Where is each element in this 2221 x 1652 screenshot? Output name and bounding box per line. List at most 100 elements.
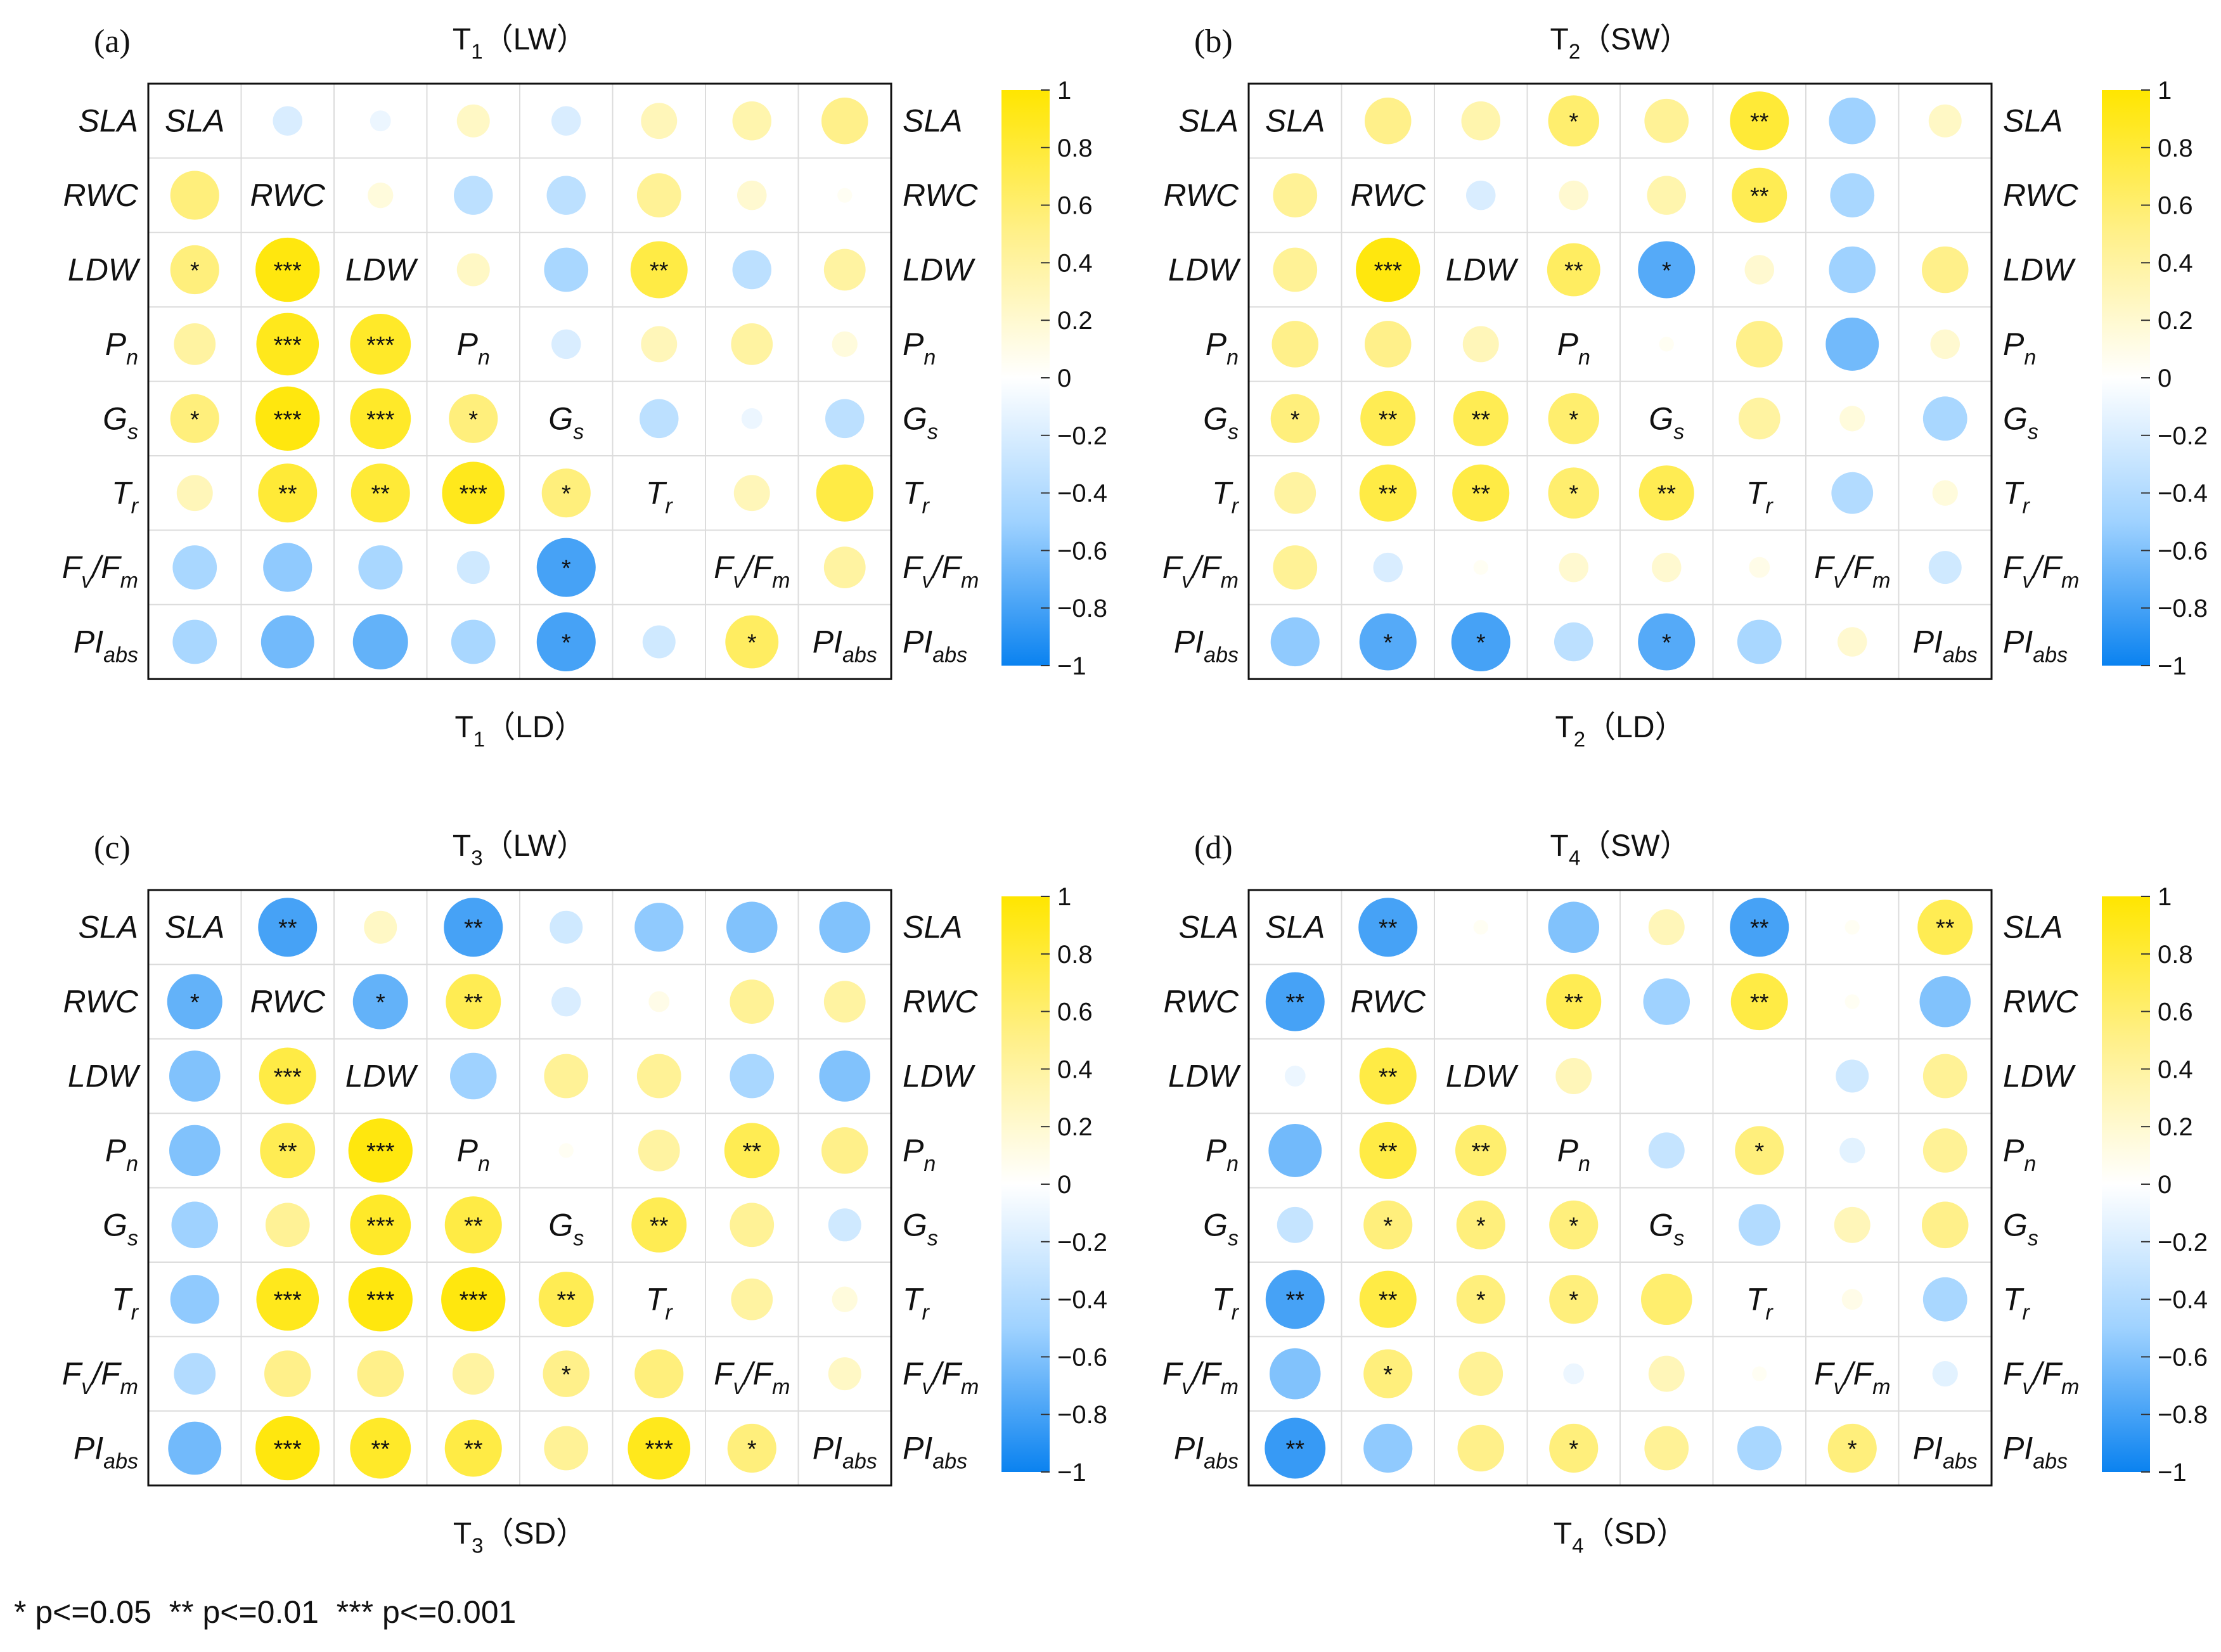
correlation-dot — [1265, 1270, 1325, 1329]
correlation-dot — [255, 237, 320, 302]
colorbar-tick-label: 0.4 — [1057, 249, 1093, 277]
significance-stars: *** — [366, 1213, 395, 1239]
significance-stars: * — [1476, 1287, 1486, 1314]
row-label-left: SLA — [78, 103, 138, 139]
correlation-dot — [456, 104, 490, 138]
diagonal-label: Tr — [646, 1282, 674, 1325]
correlation-dot — [1270, 617, 1320, 667]
correlation-dot — [631, 1197, 687, 1253]
panel-top-title: T1（LW） — [453, 23, 587, 63]
significance-stars: * — [190, 258, 200, 285]
correlation-dot — [737, 180, 767, 210]
correlation-dot — [1638, 241, 1696, 299]
correlation-dot — [641, 103, 678, 139]
correlation-dot — [1555, 1058, 1592, 1094]
diagonal-label: LDW — [345, 1059, 419, 1094]
correlation-dot — [452, 1353, 494, 1395]
grid — [148, 890, 891, 1486]
correlation-dot — [169, 1125, 221, 1177]
grid — [148, 84, 891, 680]
significance-stars: * — [1569, 109, 1578, 136]
correlation-dot — [636, 173, 681, 217]
row-label-right: LDW — [903, 1059, 976, 1094]
diagonal-label: PIabs — [1913, 624, 1978, 668]
correlation-dot — [260, 1123, 316, 1178]
correlation-dot — [1359, 1047, 1417, 1105]
row-label-right: Pn — [903, 326, 936, 370]
correlation-dot — [449, 1052, 497, 1100]
correlation-dot — [726, 901, 778, 953]
correlation-dot — [1273, 545, 1318, 590]
correlation-dot — [352, 614, 408, 670]
colorbar: 1 0.8 0.6 0.4 0.2 0 −0.2 −0.4 −0.6 −0.8 −1 — [1001, 883, 1107, 1487]
significance-stars: * — [747, 630, 757, 657]
significance-stars: ** — [1936, 915, 1955, 942]
colorbar-tick-label: 0 — [1057, 1171, 1071, 1199]
correlation-dot — [730, 1203, 775, 1248]
significance-stars: *** — [274, 1436, 302, 1463]
correlation-dot — [350, 388, 411, 449]
significance-stars: * — [1476, 630, 1486, 657]
correlation-dot — [171, 1201, 219, 1249]
correlation-dot — [1268, 1123, 1322, 1177]
significance-stars: * — [1662, 258, 1671, 285]
row-label-left: RWC — [63, 984, 138, 1019]
correlation-dot — [724, 1123, 780, 1178]
correlation-dot — [1559, 552, 1589, 583]
correlation-dot — [1735, 1126, 1784, 1175]
row-label-left: Fv/Fm — [1162, 550, 1239, 593]
row-label-left: Pn — [1206, 1133, 1239, 1176]
row-label-left: LDW — [68, 252, 141, 288]
correlation-dot — [630, 241, 688, 299]
significance-stars: ** — [1379, 1139, 1398, 1165]
colorbar-tick-label: −0.4 — [2158, 1286, 2208, 1314]
correlation-dot — [1638, 465, 1694, 521]
correlation-dot — [639, 399, 679, 439]
correlation-dot — [1548, 467, 1600, 519]
diagonal-label: Gs — [548, 1207, 584, 1250]
row-label-left: Tr — [112, 1282, 139, 1325]
correlation-dot — [1277, 1206, 1313, 1243]
significance-stars: ** — [278, 481, 297, 508]
correlation-dot — [1479, 1000, 1483, 1004]
row-label-left: PIabs — [74, 1431, 138, 1474]
colorbar-tick-label: 0.8 — [1057, 134, 1093, 162]
row-label-right: RWC — [903, 177, 978, 213]
correlation-dot — [1737, 619, 1782, 664]
correlation-dot — [258, 463, 318, 523]
significance-stars: ** — [371, 1436, 390, 1463]
panel-letter: (b) — [1194, 23, 1233, 60]
row-label-left: SLA — [1178, 103, 1239, 139]
correlation-dot — [451, 619, 496, 664]
correlation-dot — [348, 1267, 413, 1332]
row-label-left: Gs — [1203, 1207, 1239, 1250]
correlation-dot — [1458, 1352, 1503, 1396]
row-label-left: Tr — [112, 475, 139, 519]
row-label-right: Tr — [903, 475, 930, 519]
correlation-dot — [1839, 406, 1865, 432]
colorbar-tick-label: −0.4 — [2158, 480, 2208, 508]
correlation-dot — [1928, 551, 1962, 584]
correlation-dot — [1373, 552, 1403, 583]
diagonal-label: LDW — [1446, 1059, 1519, 1094]
significance-stars: ** — [1471, 481, 1490, 508]
colorbar: 1 0.8 0.6 0.4 0.2 0 −0.2 −0.4 −0.6 −0.8 −1 — [2102, 883, 2208, 1487]
correlation-dot — [538, 1272, 594, 1327]
diagonal-label: Fv/Fm — [714, 550, 790, 593]
correlation-dot — [442, 461, 505, 525]
correlation-dot — [823, 981, 866, 1023]
correlation-dot — [255, 386, 320, 451]
panel-b: (b) T2（SW）T2（LD）SLA * **RWC ***** LDW ** *Pn* **… — [1162, 23, 2208, 751]
significance-stars: ** — [1379, 406, 1398, 433]
row-label-right: Tr — [903, 1282, 930, 1325]
correlation-dot — [821, 97, 868, 145]
correlation-dot — [727, 1423, 776, 1473]
significance-stars: ** — [1285, 990, 1304, 1016]
panel-d: (d) T4（SW）T4（SD）SLA ** ** **** RWC ** **** LDW**… — [1162, 829, 2208, 1558]
correlation-dot — [832, 1286, 858, 1312]
correlation-dot — [167, 974, 222, 1029]
colorbar-tick-label: 0.4 — [1057, 1055, 1093, 1083]
correlation-dot — [1752, 1366, 1767, 1381]
colorbar-tick-label: −1 — [1057, 1459, 1086, 1487]
